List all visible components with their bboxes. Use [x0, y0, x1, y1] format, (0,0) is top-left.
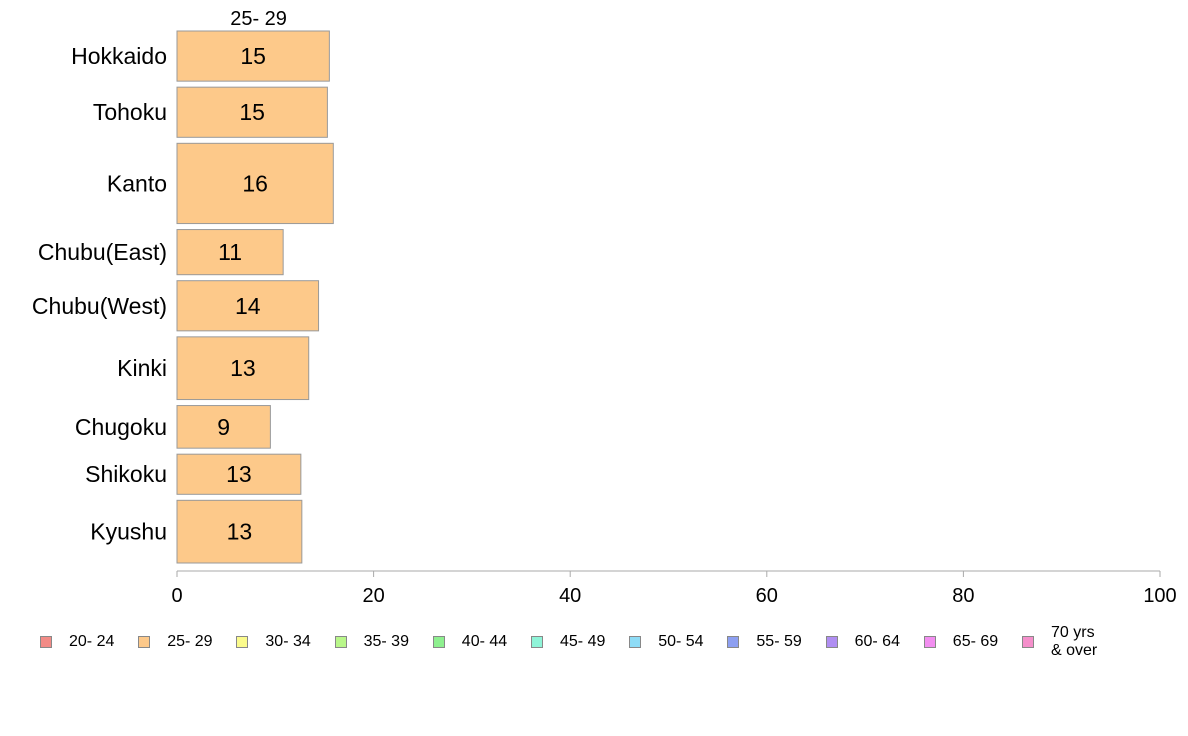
legend-label: 25- 29 [167, 633, 213, 650]
legend-label: 50- 54 [658, 633, 704, 650]
legend-item: 65- 69 [923, 622, 999, 662]
legend-label: 70 yrs & over [1051, 624, 1098, 659]
legend-swatch [432, 636, 445, 648]
bar-chubu-east- [176, 229, 284, 276]
legend-label: 45- 49 [560, 633, 606, 650]
category-label: Shikoku [85, 461, 167, 487]
legend-swatch [825, 636, 838, 648]
legend-swatch [138, 636, 151, 648]
bar-kyushu [176, 499, 303, 564]
legend-swatch [727, 636, 740, 648]
category-label: Hokkaido [71, 43, 167, 69]
category-label: Chubu(East) [38, 239, 167, 265]
bar-value-label: 15 [239, 99, 265, 125]
legend-item: 30- 34 [236, 622, 311, 662]
legend-label: 35- 39 [363, 633, 409, 650]
x-tick-label: 0 [171, 585, 182, 607]
category-label: Kinki [117, 355, 167, 381]
x-tick-label: 20 [362, 585, 384, 607]
legend-item: 45- 49 [531, 622, 605, 662]
legend-swatch [629, 636, 642, 648]
x-tick-label: 60 [756, 585, 778, 607]
legend-swatch [40, 636, 52, 648]
bar-tohoku [176, 86, 328, 138]
legend-item: 50- 54 [629, 622, 704, 662]
x-tick-label: 80 [952, 585, 974, 607]
legend-item: 60- 64 [825, 622, 900, 662]
legend-label: 55- 59 [756, 633, 802, 650]
x-tick-label: 40 [559, 585, 581, 607]
bar-kinki [176, 336, 310, 401]
bar-chart: 25- 29 15 Hokkaido 15 Tohoku 16 Kanto 11 Chubu(E… [32, 8, 1177, 607]
legend-swatch [334, 636, 347, 648]
bar-value-label: 11 [218, 239, 242, 265]
legend-item: 40- 44 [432, 622, 508, 662]
legend-swatch [236, 636, 249, 648]
legend-label: 60- 64 [854, 633, 900, 650]
legend-item: 70 yrs & over [1022, 622, 1097, 662]
legend-label: 40- 44 [461, 633, 508, 650]
chart-legend: 20- 24 25- 29 30- 34 35- 39 40- 44 45- 49 50- … [40, 622, 1180, 666]
bar-value-label: 13 [227, 519, 253, 545]
legend-item: 25- 29 [138, 622, 213, 662]
chart-title: 25- 29 [230, 8, 287, 30]
category-label: Chubu(West) [32, 293, 167, 319]
bar-value-label: 16 [242, 170, 268, 196]
bar-hokkaido [176, 30, 330, 82]
bar-chubu-west- [176, 280, 320, 332]
legend-label: 30- 34 [265, 633, 311, 650]
legend-label: 20- 24 [69, 633, 115, 650]
legend-label: 65- 69 [952, 633, 999, 650]
category-label: Tohoku [93, 99, 167, 125]
bar-value-label: 13 [230, 355, 256, 381]
legend-item: 20- 24 [40, 622, 114, 662]
bar-value-label: 13 [226, 461, 252, 487]
legend-item: 35- 39 [334, 622, 409, 662]
bar-value-label: 15 [240, 43, 266, 69]
legend-swatch [1022, 636, 1034, 648]
bar-kanto [176, 142, 334, 225]
category-label: Kyushu [90, 519, 167, 545]
legend-item: 55- 59 [727, 622, 802, 662]
legend-swatch [531, 636, 543, 648]
bar-value-label: 14 [235, 293, 261, 319]
category-label: Kanto [107, 170, 167, 196]
bar-value-label: 9 [217, 414, 230, 440]
bar-chugoku [176, 405, 271, 449]
x-tick-label: 100 [1143, 585, 1176, 607]
bar-shikoku [176, 453, 302, 495]
category-label: Chugoku [75, 414, 167, 440]
legend-swatch [923, 636, 936, 648]
